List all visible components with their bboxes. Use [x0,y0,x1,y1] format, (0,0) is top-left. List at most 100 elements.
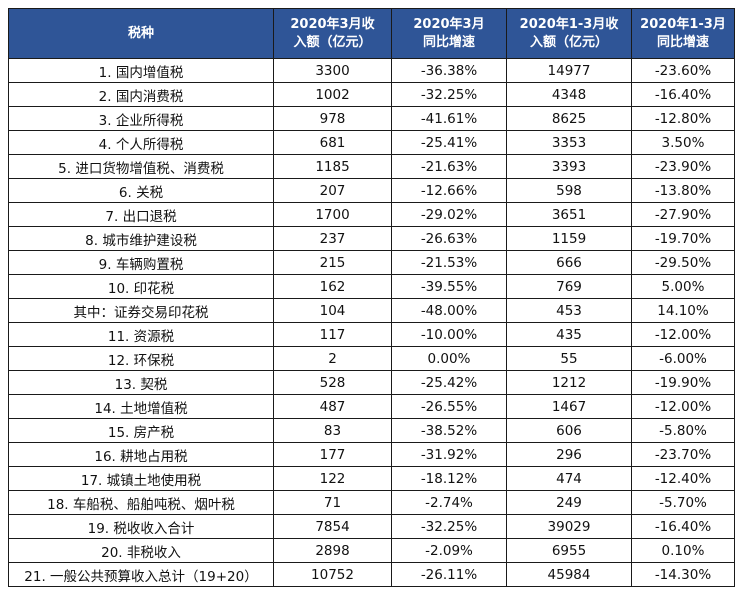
table-row: 5. 进口货物增值税、消费税 1185 -21.63% 3393 -23.90% [8,154,735,179]
cell-q1-revenue: 598 [506,178,632,203]
cell-march-yoy: -39.55% [391,274,507,299]
cell-q1-yoy: -23.70% [631,442,735,467]
cell-march-yoy: -21.63% [391,154,507,179]
cell-march-revenue: 207 [273,178,392,203]
cell-march-revenue: 71 [273,490,392,515]
table-row: 10. 印花税 162 -39.55% 769 5.00% [8,274,735,299]
cell-march-yoy: -26.63% [391,226,507,251]
header-march-revenue: 2020年3月收 入额（亿元） [273,8,392,59]
cell-march-yoy: -48.00% [391,298,507,323]
cell-tax-type: 15. 房产税 [8,418,274,443]
cell-q1-revenue: 249 [506,490,632,515]
cell-q1-revenue: 3393 [506,154,632,179]
cell-march-yoy: -18.12% [391,466,507,491]
cell-tax-type: 2. 国内消费税 [8,82,274,107]
cell-march-yoy: -10.00% [391,322,507,347]
header-line: 2020年1-3月 [640,16,726,32]
cell-q1-revenue: 666 [506,250,632,275]
cell-march-revenue: 1700 [273,202,392,227]
cell-march-revenue: 1002 [273,82,392,107]
table-row: 15. 房产税 83 -38.52% 606 -5.80% [8,418,735,443]
table-row: 20. 非税收入 2898 -2.09% 6955 0.10% [8,538,735,563]
cell-tax-type: 18. 车船税、船舶吨税、烟叶税 [8,490,274,515]
header-row: 税种 2020年3月收 入额（亿元） 2020年3月 同比增速 2020年1-3月收… [8,8,735,59]
cell-q1-yoy: -6.00% [631,346,735,371]
table-row: 21. 一般公共预算收入总计（19+20） 10752 -26.11% 45984 -1… [8,562,735,587]
cell-march-revenue: 487 [273,394,392,419]
cell-q1-revenue: 3651 [506,202,632,227]
cell-tax-type: 4. 个人所得税 [8,130,274,155]
table-row: 其中：证券交易印花税 104 -48.00% 453 14.10% [8,298,735,323]
table-row: 6. 关税 207 -12.66% 598 -13.80% [8,178,735,203]
table-row: 13. 契税 528 -25.42% 1212 -19.90% [8,370,735,395]
table-row: 2. 国内消费税 1002 -32.25% 4348 -16.40% [8,82,735,107]
table-row: 14. 土地增值税 487 -26.55% 1467 -12.00% [8,394,735,419]
cell-march-revenue: 528 [273,370,392,395]
cell-q1-yoy: -16.40% [631,514,735,539]
tax-revenue-table-container: 税种 2020年3月收 入额（亿元） 2020年3月 同比增速 2020年1-3月收… [8,8,735,587]
cell-tax-type: 3. 企业所得税 [8,106,274,131]
cell-q1-yoy: 0.10% [631,538,735,563]
header-line: 同比增速 [422,34,475,50]
cell-q1-revenue: 453 [506,298,632,323]
table-row: 3. 企业所得税 978 -41.61% 8625 -12.80% [8,106,735,131]
cell-march-yoy: -32.25% [391,514,507,539]
cell-march-revenue: 117 [273,322,392,347]
table-row: 19. 税收收入合计 7854 -32.25% 39029 -16.40% [8,514,735,539]
cell-q1-revenue: 296 [506,442,632,467]
table-row: 8. 城市维护建设税 237 -26.63% 1159 -19.70% [8,226,735,251]
table-row: 4. 个人所得税 681 -25.41% 3353 3.50% [8,130,735,155]
cell-march-yoy: -25.41% [391,130,507,155]
header-line: 入额（亿元） [293,34,372,50]
cell-q1-revenue: 14977 [506,58,632,83]
cell-tax-type: 21. 一般公共预算收入总计（19+20） [8,562,274,587]
table-row: 9. 车辆购置税 215 -21.53% 666 -29.50% [8,250,735,275]
cell-q1-revenue: 55 [506,346,632,371]
cell-march-revenue: 237 [273,226,392,251]
cell-tax-type: 1. 国内增值税 [8,58,274,83]
table-row: 16. 耕地占用税 177 -31.92% 296 -23.70% [8,442,735,467]
cell-q1-revenue: 474 [506,466,632,491]
cell-march-revenue: 122 [273,466,392,491]
cell-march-revenue: 7854 [273,514,392,539]
header-line: 同比增速 [656,34,709,50]
cell-q1-revenue: 6955 [506,538,632,563]
cell-march-yoy: -38.52% [391,418,507,443]
cell-tax-type: 6. 关税 [8,178,274,203]
cell-q1-yoy: -27.90% [631,202,735,227]
cell-q1-yoy: -19.70% [631,226,735,251]
cell-tax-type: 8. 城市维护建设税 [8,226,274,251]
cell-q1-yoy: -12.00% [631,322,735,347]
cell-q1-yoy: -16.40% [631,82,735,107]
cell-tax-type: 20. 非税收入 [8,538,274,563]
cell-march-yoy: -2.09% [391,538,507,563]
table-row: 11. 资源税 117 -10.00% 435 -12.00% [8,322,735,347]
cell-q1-revenue: 3353 [506,130,632,155]
cell-q1-revenue: 39029 [506,514,632,539]
cell-march-revenue: 2898 [273,538,392,563]
cell-march-revenue: 681 [273,130,392,155]
cell-tax-type: 16. 耕地占用税 [8,442,274,467]
header-line: 2020年1-3月收 [519,16,619,32]
cell-tax-type: 13. 契税 [8,370,274,395]
cell-q1-yoy: 14.10% [631,298,735,323]
cell-march-yoy: -12.66% [391,178,507,203]
cell-q1-revenue: 8625 [506,106,632,131]
header-q1-revenue: 2020年1-3月收 入额（亿元） [506,8,632,59]
cell-march-revenue: 104 [273,298,392,323]
cell-tax-type: 19. 税收收入合计 [8,514,274,539]
cell-tax-type: 5. 进口货物增值税、消费税 [8,154,274,179]
cell-march-revenue: 3300 [273,58,392,83]
header-march-yoy: 2020年3月 同比增速 [391,8,507,59]
cell-march-yoy: -41.61% [391,106,507,131]
cell-q1-yoy: -14.30% [631,562,735,587]
cell-march-yoy: -25.42% [391,370,507,395]
cell-q1-revenue: 769 [506,274,632,299]
cell-march-yoy: -26.55% [391,394,507,419]
cell-tax-type: 9. 车辆购置税 [8,250,274,275]
cell-march-revenue: 1185 [273,154,392,179]
table-row: 18. 车船税、船舶吨税、烟叶税 71 -2.74% 249 -5.70% [8,490,735,515]
cell-tax-type: 11. 资源税 [8,322,274,347]
cell-march-revenue: 162 [273,274,392,299]
header-line: 税种 [127,25,154,41]
